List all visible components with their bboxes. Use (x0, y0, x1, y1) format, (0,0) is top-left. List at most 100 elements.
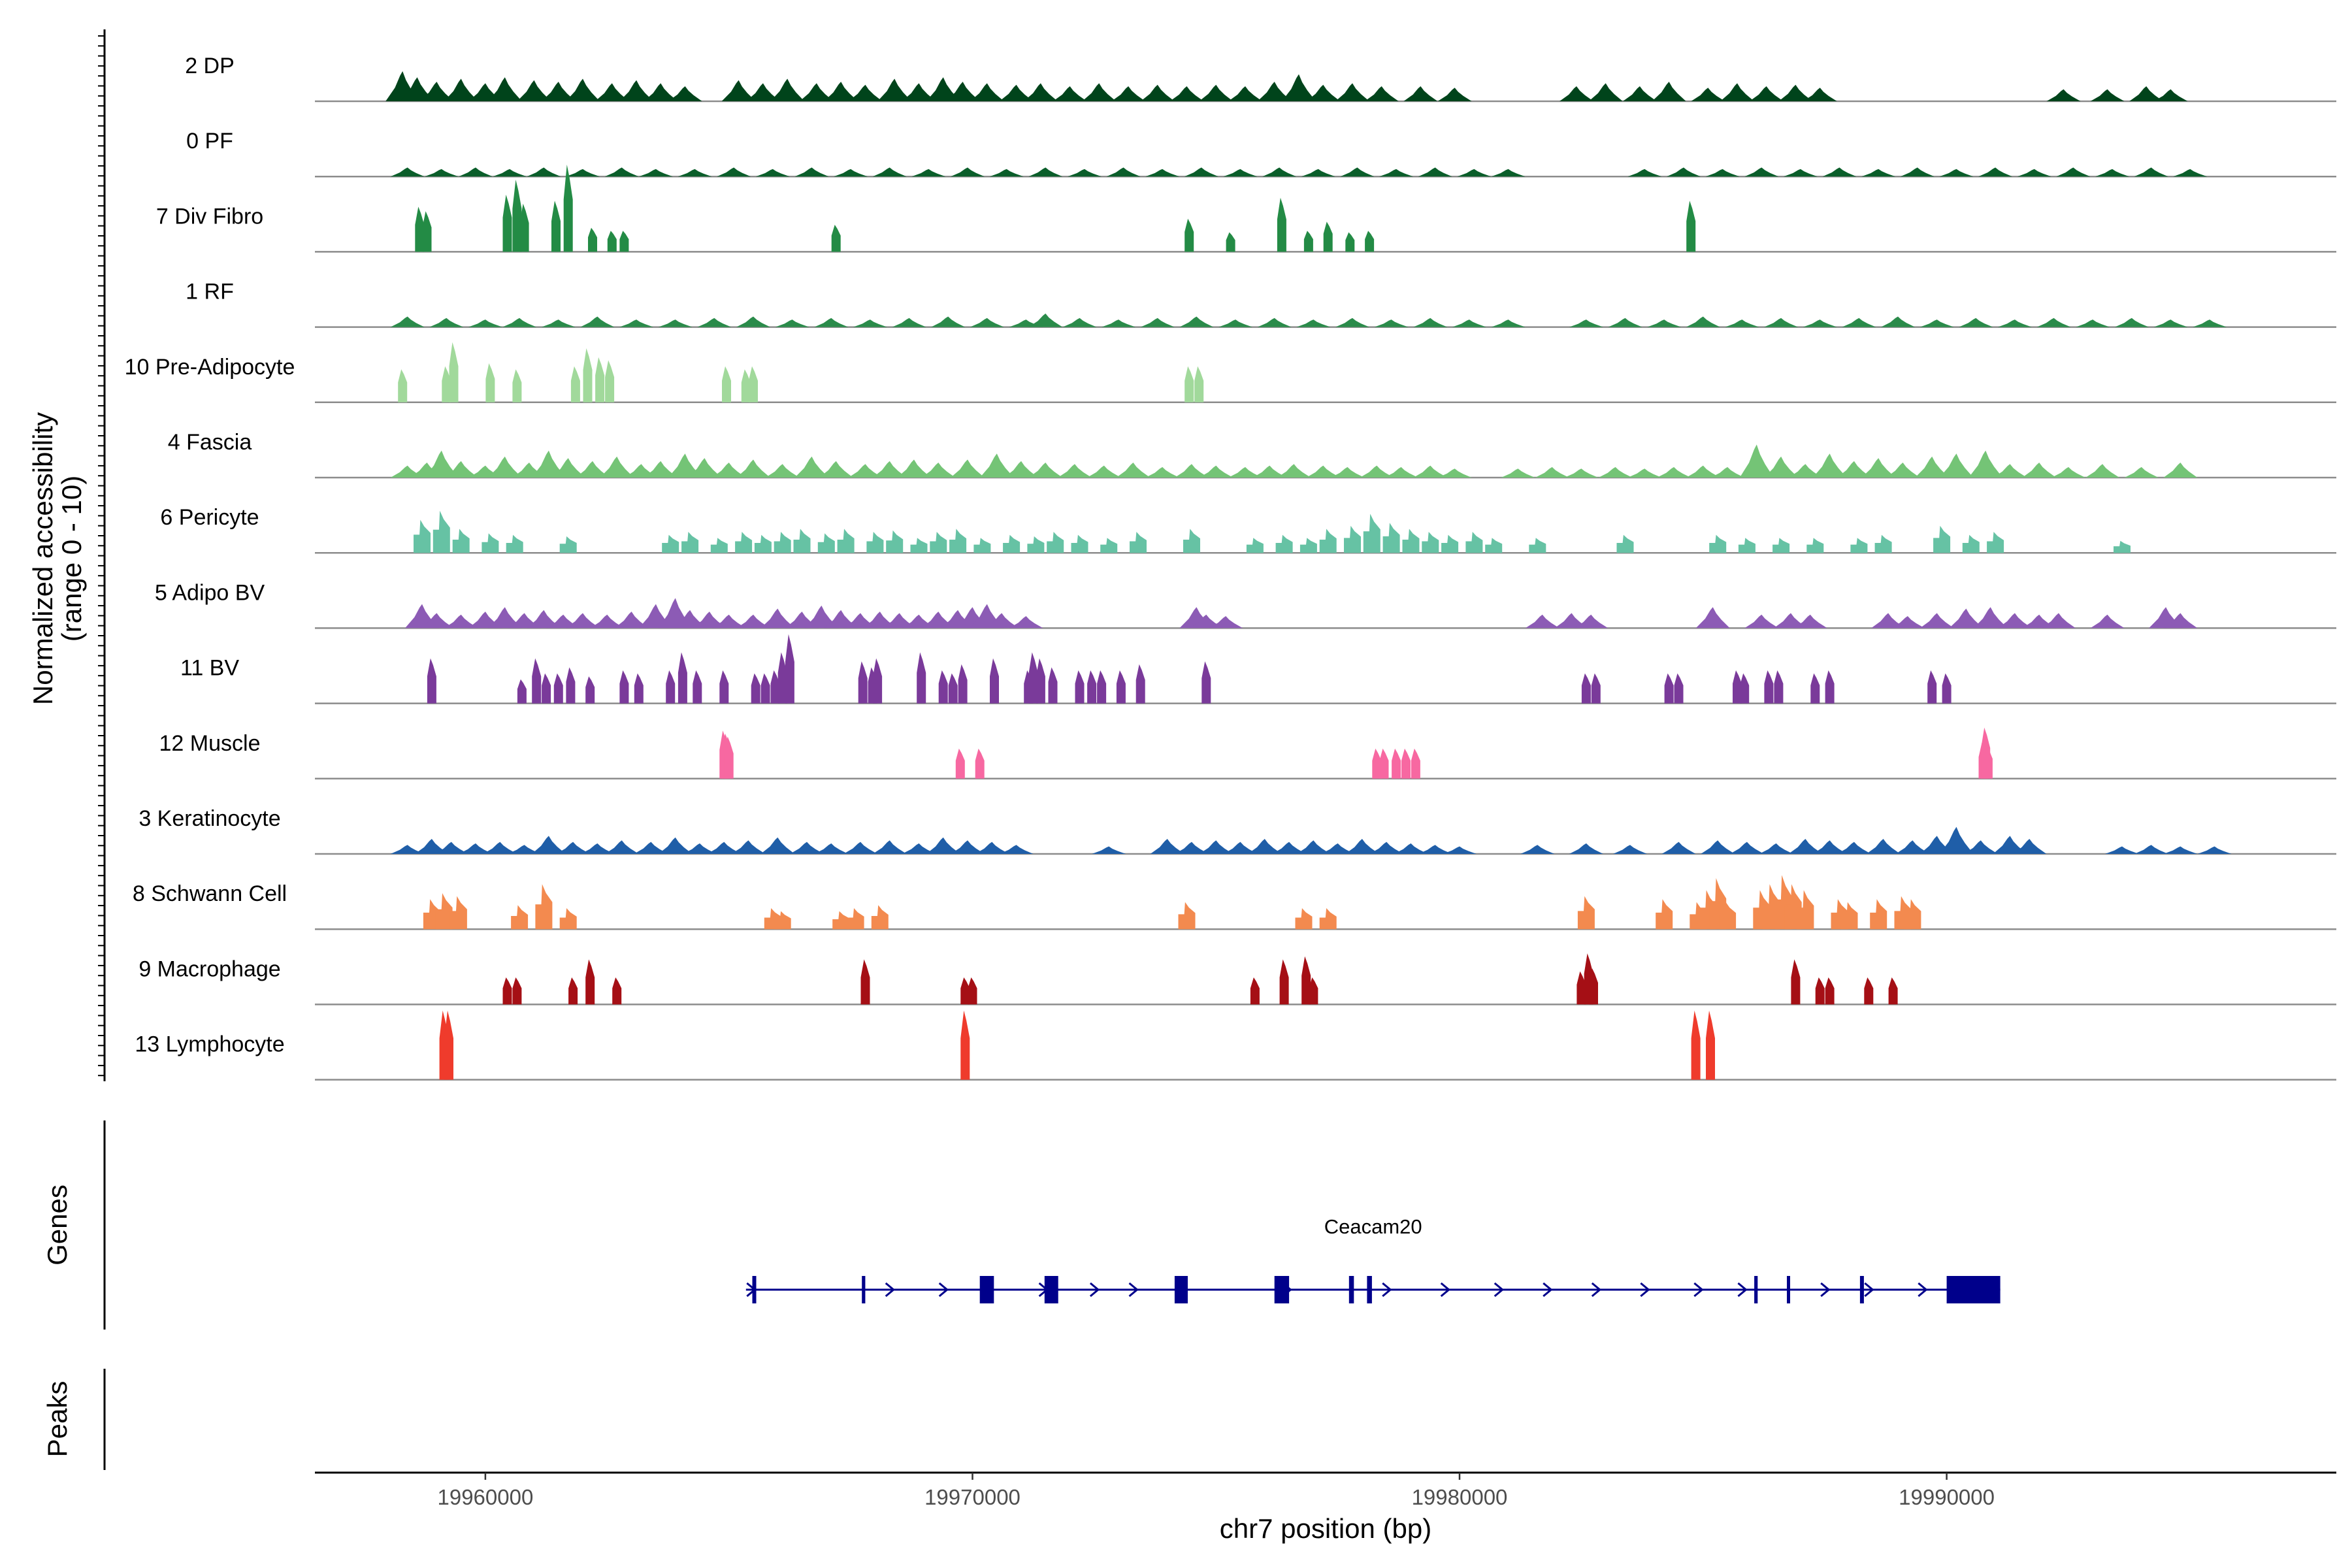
track-peak (693, 670, 702, 704)
track-peak (507, 845, 542, 854)
track-peak (1949, 608, 1984, 629)
track-peak (502, 195, 512, 252)
track-peak (2163, 613, 2198, 629)
track-peak (970, 318, 1004, 327)
track-peak (2134, 845, 2168, 854)
track-label: 11 BV (180, 656, 239, 681)
track-peak (719, 670, 729, 704)
track-peak (1866, 839, 1901, 854)
track-peak (1465, 532, 1483, 553)
track-peak (2193, 319, 2227, 327)
gene-exon (1859, 1276, 1864, 1303)
track-peak (1686, 316, 1720, 327)
track-peak (1686, 465, 1720, 478)
track-peak (711, 614, 746, 629)
track-peak (979, 453, 1014, 478)
track-peak (415, 206, 425, 252)
track-peak (1379, 169, 1414, 177)
gene-exon (1044, 1276, 1058, 1303)
track-peak (619, 231, 629, 252)
track-peak (1886, 463, 1920, 478)
track-peak (619, 80, 654, 101)
track-peak (400, 77, 434, 101)
track-peak (1179, 316, 1214, 327)
track-peak (459, 167, 493, 177)
track-peak (717, 167, 751, 177)
track-peak (658, 837, 693, 854)
track-peak (1661, 841, 1696, 854)
track-peak (2076, 319, 2110, 327)
track-0: 2 DP (185, 54, 2336, 103)
genes-panel: Genes Ceacam20 (42, 1120, 2001, 1330)
track-peak (1997, 613, 2032, 629)
track-peak (1942, 673, 1952, 704)
track-peak (1591, 673, 1601, 704)
track-peak (566, 613, 600, 629)
track-peak (493, 169, 527, 177)
y-axis-ticks (98, 35, 105, 1077)
track-peak (1574, 614, 1609, 629)
track-peak (2129, 86, 2164, 101)
track-peak (559, 908, 577, 930)
track-peak (1048, 667, 1058, 704)
track-label: 7 Div Fibro (156, 204, 263, 229)
track-peak (989, 169, 1024, 177)
track-peak (1783, 169, 1818, 177)
track-peak (945, 82, 980, 101)
track-peak (444, 614, 478, 629)
track-peak (1418, 167, 1452, 177)
track-peak (687, 458, 722, 478)
track-peak (1394, 843, 1428, 854)
track-peak (1401, 748, 1411, 779)
y-axis-title: Normalized accessibility (27, 412, 58, 705)
track-peak (487, 607, 522, 629)
gene-exon (752, 1276, 757, 1303)
track-peak (2095, 169, 2130, 177)
track-peak (1277, 464, 1311, 478)
track-peak (1402, 529, 1420, 553)
strand-arrow (1640, 1282, 1650, 1298)
track-peak (872, 167, 907, 177)
track-peak (1382, 523, 1400, 553)
track-4: 10 Pre-Adipocyte (125, 342, 2336, 404)
track-peak (872, 840, 907, 854)
track-peak (422, 211, 432, 252)
track-peak (968, 977, 977, 1005)
track-peak (2046, 89, 2081, 101)
track-peak (1963, 840, 1998, 854)
y-axis (98, 29, 106, 1081)
gene-exon (1367, 1276, 1372, 1303)
track-peak (711, 463, 746, 478)
track-peak (1709, 534, 1727, 553)
track-peak (754, 534, 772, 553)
track-peak (1608, 318, 1642, 327)
track-peak (542, 673, 551, 704)
track-peak (612, 977, 622, 1005)
track-peak (434, 841, 468, 854)
track-peak (735, 532, 753, 553)
track-peak (1257, 318, 1292, 327)
track-peak (678, 169, 712, 177)
strand-arrow (1591, 1282, 1602, 1298)
track-peak (794, 167, 829, 177)
track-peak (1183, 529, 1200, 553)
gene-exon (1946, 1276, 2001, 1303)
track-peak (886, 530, 904, 553)
track-peak (1228, 466, 1262, 478)
track-peak (1588, 83, 1623, 101)
track-peak (1053, 86, 1087, 101)
track-peak (1027, 536, 1045, 553)
track-label: 9 Macrophage (139, 956, 280, 981)
track-peak (774, 911, 791, 930)
track-6: 6 Pericyte (160, 505, 2336, 554)
track-peak (1301, 169, 1335, 177)
gene-label: Ceacam20 (1324, 1215, 1422, 1238)
track-peak (1939, 453, 1974, 478)
track-peak (1812, 453, 1847, 478)
track-peak (973, 538, 991, 553)
x-tick-label: 19960000 (437, 1485, 533, 1509)
track-peak (1973, 607, 2008, 629)
track-peak (531, 450, 566, 478)
track-peak (1296, 319, 1331, 327)
track-2: 7 Div Fibro (156, 165, 2336, 253)
